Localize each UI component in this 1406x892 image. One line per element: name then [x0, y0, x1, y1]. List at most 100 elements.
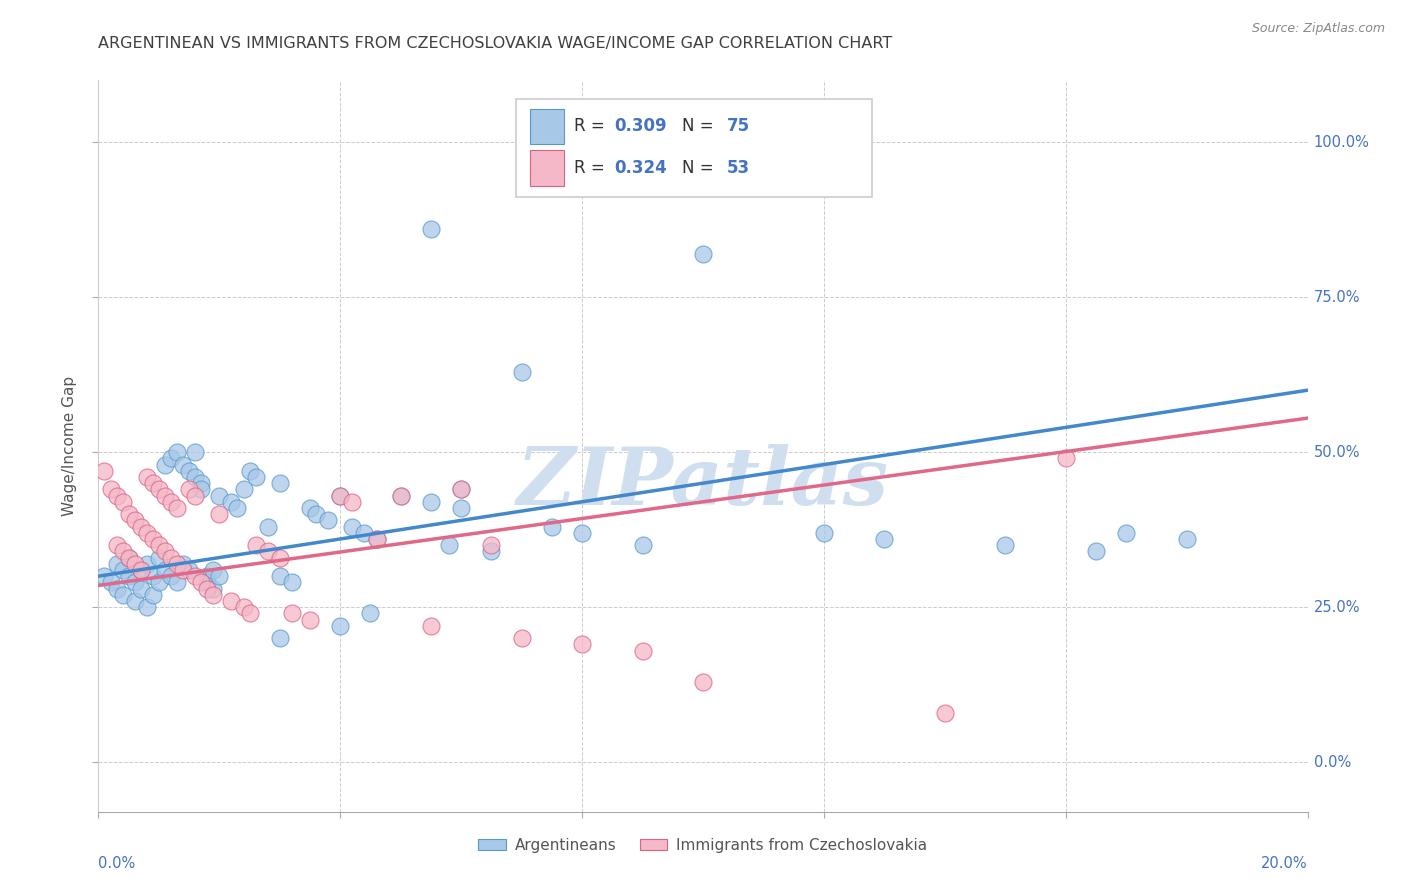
Text: 0.0%: 0.0% — [1313, 755, 1351, 770]
Point — [245, 470, 267, 484]
Point — [269, 569, 291, 583]
Point — [221, 594, 243, 608]
Point — [172, 458, 194, 472]
Point — [195, 575, 218, 590]
Point — [1054, 451, 1077, 466]
Point — [166, 445, 188, 459]
Point — [389, 489, 412, 503]
Point — [124, 557, 146, 571]
Point — [813, 525, 835, 540]
Point — [190, 575, 212, 590]
Point — [510, 365, 533, 379]
Point — [1175, 532, 1198, 546]
Point — [631, 643, 654, 657]
Point — [994, 538, 1017, 552]
Point — [389, 489, 412, 503]
Point — [135, 600, 157, 615]
Point — [208, 489, 231, 503]
Point — [166, 575, 188, 590]
Point — [105, 489, 128, 503]
Point — [540, 519, 562, 533]
Point — [148, 538, 170, 552]
Point — [190, 483, 212, 497]
Point — [160, 550, 183, 565]
Point — [202, 563, 225, 577]
Point — [329, 489, 352, 503]
Point — [692, 247, 714, 261]
Point — [305, 507, 328, 521]
Point — [934, 706, 956, 720]
Point — [148, 483, 170, 497]
Point — [100, 483, 122, 497]
Point — [118, 507, 141, 521]
Point — [329, 489, 352, 503]
Text: 53: 53 — [727, 159, 751, 177]
Text: ARGENTINEAN VS IMMIGRANTS FROM CZECHOSLOVAKIA WAGE/INCOME GAP CORRELATION CHART: ARGENTINEAN VS IMMIGRANTS FROM CZECHOSLO… — [98, 36, 893, 51]
Point — [299, 613, 322, 627]
Point — [631, 538, 654, 552]
Point — [232, 600, 254, 615]
Point — [299, 500, 322, 515]
Point — [153, 544, 176, 558]
Text: 0.0%: 0.0% — [98, 855, 135, 871]
Point — [184, 470, 207, 484]
Point — [129, 563, 152, 577]
Text: 0.324: 0.324 — [614, 159, 668, 177]
Point — [571, 637, 593, 651]
Point — [316, 513, 339, 527]
Point — [166, 557, 188, 571]
Point — [93, 569, 115, 583]
Text: 75: 75 — [727, 118, 751, 136]
Point — [135, 470, 157, 484]
Legend: Argentineans, Immigrants from Czechoslovakia: Argentineans, Immigrants from Czechoslov… — [472, 831, 934, 859]
Point — [153, 489, 176, 503]
Point — [184, 489, 207, 503]
Point — [124, 513, 146, 527]
Point — [93, 464, 115, 478]
Text: 50.0%: 50.0% — [1313, 445, 1360, 459]
Point — [420, 619, 443, 633]
Point — [450, 500, 472, 515]
Point — [153, 563, 176, 577]
Point — [100, 575, 122, 590]
Text: ZIPatlas: ZIPatlas — [517, 444, 889, 521]
Point — [148, 575, 170, 590]
Text: R =: R = — [574, 159, 610, 177]
Point — [1085, 544, 1108, 558]
Point — [269, 476, 291, 491]
Point — [105, 538, 128, 552]
Point — [420, 495, 443, 509]
Point — [135, 525, 157, 540]
Point — [360, 607, 382, 621]
Point — [190, 476, 212, 491]
Point — [1115, 525, 1137, 540]
Point — [269, 631, 291, 645]
Text: 25.0%: 25.0% — [1313, 599, 1360, 615]
Point — [160, 569, 183, 583]
Point — [118, 569, 141, 583]
Point — [221, 495, 243, 509]
Point — [184, 569, 207, 583]
Text: 75.0%: 75.0% — [1313, 290, 1360, 305]
Point — [179, 464, 201, 478]
FancyBboxPatch shape — [530, 109, 564, 144]
Point — [142, 569, 165, 583]
Point — [481, 538, 503, 552]
Point — [111, 544, 134, 558]
Point — [420, 222, 443, 236]
Point — [329, 619, 352, 633]
Point — [510, 631, 533, 645]
Point — [195, 569, 218, 583]
Point — [172, 557, 194, 571]
Point — [129, 582, 152, 596]
Point — [184, 445, 207, 459]
Point — [118, 550, 141, 565]
FancyBboxPatch shape — [516, 99, 872, 197]
Point — [481, 544, 503, 558]
Point — [166, 500, 188, 515]
Point — [124, 594, 146, 608]
Point — [239, 607, 262, 621]
Text: N =: N = — [682, 118, 720, 136]
Point — [342, 495, 364, 509]
Point — [105, 582, 128, 596]
